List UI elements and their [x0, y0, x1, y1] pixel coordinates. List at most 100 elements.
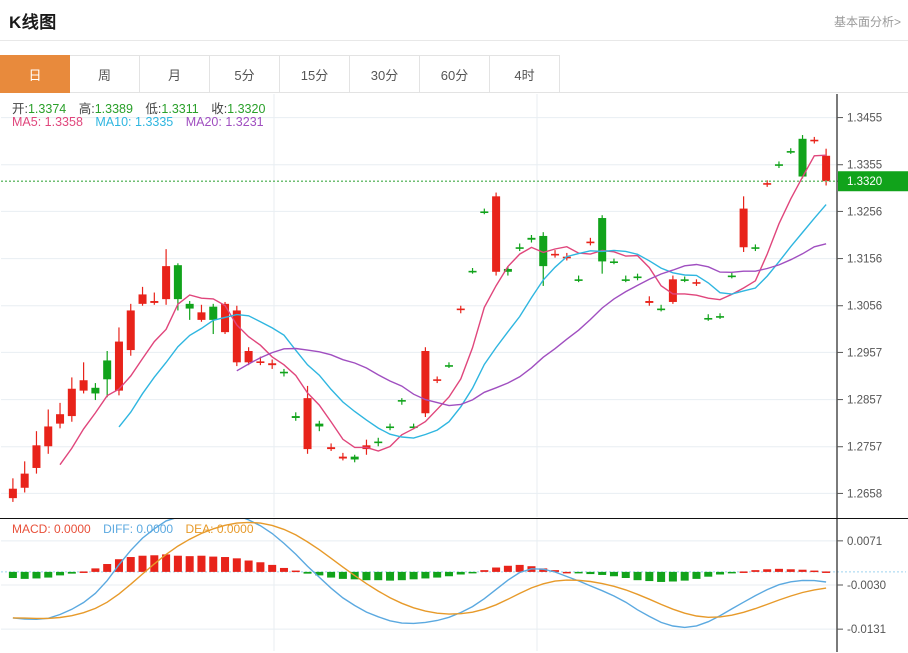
macd-tick-label: -0.0030: [847, 580, 886, 592]
candle: [162, 249, 171, 305]
candle: [609, 258, 618, 265]
macd-bar: [456, 571, 465, 575]
candle: [197, 304, 206, 322]
macd-bar: [492, 567, 501, 572]
macd-bar: [173, 555, 182, 572]
macd-bar: [338, 571, 347, 579]
macd-bar: [409, 571, 418, 580]
candle: [386, 423, 395, 431]
macd-bar: [468, 571, 477, 574]
macd-bar: [692, 571, 701, 579]
macd-bar: [221, 557, 230, 572]
macd-bar: [79, 571, 88, 573]
fundamental-analysis-link[interactable]: 基本面分析>: [833, 15, 901, 29]
candle: [56, 402, 65, 429]
page-title: K线图: [9, 13, 57, 32]
macd-bar: [680, 571, 689, 581]
price-tick-label: 1.3056: [847, 301, 882, 313]
candle: [126, 303, 135, 356]
diff-line: [12, 519, 827, 629]
current-price-value: 1.3320: [847, 176, 882, 188]
candle: [704, 314, 713, 321]
candle: [680, 276, 689, 283]
candle: [480, 208, 489, 215]
tab-60min[interactable]: 60分: [420, 55, 490, 93]
candle: [397, 398, 406, 405]
macd-bar: [716, 571, 725, 575]
candle: [798, 135, 807, 179]
macd-bar: [727, 571, 736, 574]
candle: [515, 243, 524, 252]
macd-bar: [574, 571, 583, 574]
macd-bar: [291, 570, 300, 573]
tab-5min[interactable]: 5分: [210, 55, 280, 93]
ma20-line: [236, 243, 827, 407]
macd-tick-label: -0.0131: [847, 624, 886, 636]
candle: [574, 275, 583, 283]
macd-bar: [362, 571, 371, 581]
tab-month[interactable]: 月: [140, 55, 210, 93]
current-price-badge: 1.3320: [838, 171, 908, 192]
candle: [668, 275, 677, 304]
macd-bar: [315, 571, 324, 576]
candle: [173, 263, 182, 311]
candle: [279, 368, 288, 377]
candle: [209, 303, 218, 335]
candle: [114, 327, 123, 396]
macd-bar: [562, 571, 571, 574]
candlestick-panel: 开:1.3374 高:1.3389 低:1.3311 收:1.3320 MA5:…: [0, 94, 908, 518]
candle: [727, 272, 736, 279]
tab-day[interactable]: 日: [0, 55, 70, 93]
tab-4hour[interactable]: 4时: [490, 55, 560, 93]
candle: [315, 420, 324, 432]
macd-bar: [44, 571, 53, 578]
macd-bar: [421, 571, 430, 579]
tab-week[interactable]: 周: [70, 55, 140, 93]
macd-bar: [539, 568, 548, 572]
macd-bar: [91, 568, 100, 572]
macd-bar: [810, 570, 819, 573]
macd-svg[interactable]: 0.0071 -0.0030 -0.0131: [0, 519, 908, 652]
price-tick-label: 1.2658: [847, 488, 882, 500]
macd-bar: [126, 557, 135, 572]
price-tick-label: 1.2957: [847, 347, 882, 359]
macd-bar: [633, 571, 642, 581]
price-tick-label: 1.3355: [847, 160, 882, 172]
candle: [79, 362, 88, 394]
candle: [444, 362, 453, 368]
candle: [774, 161, 783, 169]
candle: [621, 275, 630, 283]
macd-bar: [232, 558, 241, 572]
tab-15min[interactable]: 15分: [280, 55, 350, 93]
macd-bar: [397, 571, 406, 581]
macd-bar: [763, 569, 772, 572]
macd-bar: [621, 571, 630, 579]
candle: [338, 452, 347, 461]
candle: [645, 296, 654, 306]
candle: [551, 250, 560, 258]
candle: [138, 286, 147, 306]
page-header: K线图 基本面分析>: [0, 0, 908, 41]
macd-bar: [327, 571, 336, 578]
candle: [32, 431, 41, 474]
macd-bar: [433, 571, 442, 578]
macd-bar: [668, 571, 677, 582]
candle: [303, 385, 312, 454]
candlestick-svg[interactable]: 1.3455 1.3355 1.3256 1.3156 1.3056 1.2957 1.28…: [0, 94, 908, 518]
candle: [539, 232, 548, 286]
macd-bar: [197, 555, 206, 572]
macd-bar: [786, 569, 795, 572]
price-tick-label: 1.3156: [847, 254, 882, 266]
candle: [716, 313, 725, 319]
candle: [67, 377, 76, 422]
tab-30min[interactable]: 30分: [350, 55, 420, 93]
macd-bar: [598, 571, 607, 575]
macd-bar: [244, 560, 253, 572]
chart-container: 开:1.3374 高:1.3389 低:1.3311 收:1.3320 MA5:…: [0, 94, 908, 652]
macd-bar: [586, 571, 595, 575]
macd-bar: [279, 567, 288, 572]
ma5-line: [59, 154, 827, 466]
candle: [657, 304, 666, 312]
candle: [598, 215, 607, 274]
price-tick-label: 1.3256: [847, 206, 882, 218]
